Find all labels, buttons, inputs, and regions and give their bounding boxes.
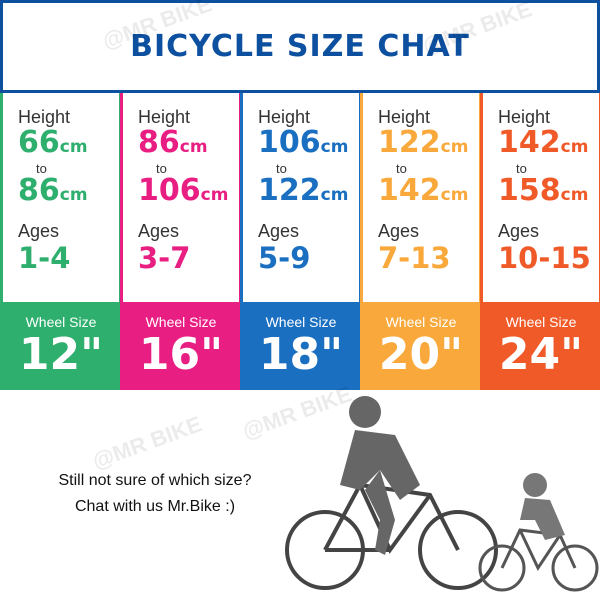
- ages-label: Ages: [138, 221, 180, 241]
- wheel-size-value: 18": [258, 329, 344, 380]
- height-label: Height: [258, 107, 311, 127]
- height-label: Height: [138, 107, 191, 127]
- height-from-value: 86: [138, 125, 180, 160]
- cyclists-illustration: [285, 396, 599, 592]
- height-label: Height: [18, 107, 71, 127]
- height-from-value: 122: [378, 125, 441, 160]
- to-label: to: [396, 161, 407, 176]
- page-title: BICYCLE SIZE CHAT: [130, 29, 470, 64]
- wheel-size-panel: Wheel Size 16": [123, 302, 239, 390]
- chat-message: Still not sure of which size? Chat with …: [20, 468, 290, 520]
- height-from-value: 66: [18, 125, 60, 160]
- ages-value: 1-4: [18, 241, 71, 275]
- to-label: to: [516, 161, 527, 176]
- ages-value: 7-13: [378, 241, 451, 275]
- watermark: @MR BIKE: [89, 411, 206, 474]
- wheel-size-label: Wheel Size: [25, 314, 97, 330]
- height-from: 142cm: [498, 127, 599, 163]
- ages-value: 10-15: [498, 241, 591, 275]
- height-to: 158cm: [498, 175, 599, 211]
- ages-label: Ages: [258, 221, 300, 241]
- to-label: to: [156, 161, 167, 176]
- wheel-size-value: 16": [138, 329, 224, 380]
- ages-label: Ages: [18, 221, 60, 241]
- title-banner: BICYCLE SIZE CHAT: [0, 0, 600, 93]
- wheel-size-label: Wheel Size: [265, 314, 337, 330]
- size-column: Height 106cm to 122cm Ages 5-9 Wheel Siz…: [240, 93, 360, 390]
- unit: cm: [179, 137, 208, 157]
- unit: cm: [320, 137, 349, 157]
- height-from: 66cm: [18, 127, 119, 163]
- unit: cm: [440, 185, 469, 205]
- to-label: to: [276, 161, 287, 176]
- wheel-size-value: 12": [18, 329, 104, 380]
- size-column: Height 122cm to 142cm Ages 7-13 Wheel Si…: [360, 93, 480, 390]
- size-column: Height 142cm to 158cm Ages 10-15 Wheel S…: [480, 93, 600, 390]
- ages-label: Ages: [378, 221, 420, 241]
- height-from-value: 142: [498, 125, 561, 160]
- height-to-value: 86: [18, 173, 60, 208]
- height-to-value: 158: [498, 173, 561, 208]
- height-to: 142cm: [378, 175, 479, 211]
- height-to-value: 122: [258, 173, 321, 208]
- unit: cm: [560, 185, 589, 205]
- adult-bike-icon: [285, 482, 498, 590]
- unit: cm: [560, 137, 589, 157]
- unit: cm: [59, 185, 88, 205]
- height-to-value: 142: [378, 173, 441, 208]
- height-from: 106cm: [258, 127, 359, 163]
- unit: cm: [200, 185, 229, 205]
- height-from: 86cm: [138, 127, 239, 163]
- size-columns: Height 66cm to 86cm Ages 1-4 Wheel Size …: [0, 93, 600, 390]
- wheel-size-label: Wheel Size: [505, 314, 577, 330]
- ages-label: Ages: [498, 221, 540, 241]
- unit: cm: [59, 137, 88, 157]
- size-column: Height 86cm to 106cm Ages 3-7 Wheel Size…: [120, 93, 240, 390]
- height-from: 122cm: [378, 127, 479, 163]
- height-to-value: 106: [138, 173, 201, 208]
- wheel-size-panel: Wheel Size 18": [243, 302, 359, 390]
- to-label: to: [36, 161, 47, 176]
- wheel-size-label: Wheel Size: [145, 314, 217, 330]
- child-rider-icon: [520, 473, 565, 540]
- height-to: 122cm: [258, 175, 359, 211]
- unit: cm: [440, 137, 469, 157]
- ages-value: 5-9: [258, 241, 311, 275]
- message-line-2: Chat with us Mr.Bike :): [74, 498, 236, 515]
- adult-rider-icon: [340, 396, 420, 555]
- wheel-size-panel: Wheel Size 24": [483, 302, 599, 390]
- wheel-size-value: 24": [498, 329, 584, 380]
- height-to: 86cm: [18, 175, 119, 211]
- wheel-size-panel: Wheel Size 12": [3, 302, 119, 390]
- wheel-size-value: 20": [378, 329, 464, 380]
- ages-value: 3-7: [138, 241, 191, 275]
- size-column: Height 66cm to 86cm Ages 1-4 Wheel Size …: [0, 93, 120, 390]
- wheel-size-panel: Wheel Size 20": [363, 302, 479, 390]
- height-label: Height: [498, 107, 551, 127]
- child-bike-icon: [478, 528, 599, 592]
- message-line-1: Still not sure of which size?: [58, 472, 252, 489]
- wheel-size-label: Wheel Size: [385, 314, 457, 330]
- unit: cm: [320, 185, 349, 205]
- height-label: Height: [378, 107, 431, 127]
- height-from-value: 106: [258, 125, 321, 160]
- height-to: 106cm: [138, 175, 239, 211]
